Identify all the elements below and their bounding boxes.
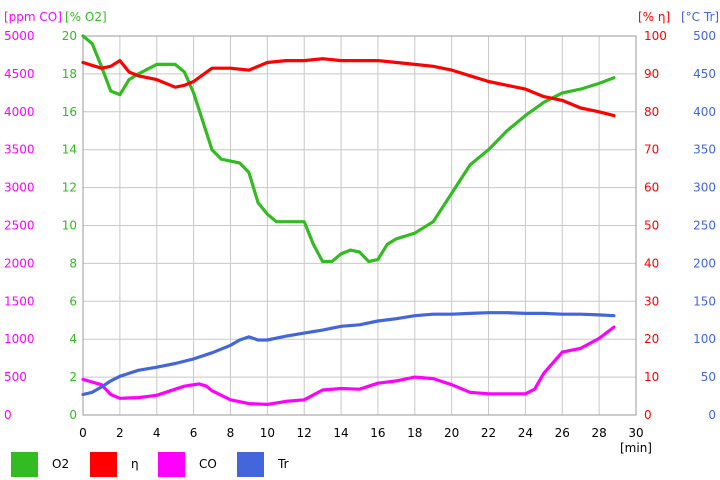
y-axis-eta: 0 10 20 30 40 50 60 70 80 90 100 [% η] [638, 10, 670, 422]
y-tick-label-o2: 16 [62, 105, 77, 119]
y-tick-label-co: 1000 [4, 332, 35, 346]
y-axis-co: 0 500 1000 1500 2000 2500 3000 3500 4000 4500 5000… [4, 10, 62, 422]
y-tick-label-tr: 400 [693, 105, 716, 119]
y-tick-label-co: 2000 [4, 256, 35, 270]
plot-frame [82, 35, 637, 416]
legend-item-o2: O2 [11, 451, 69, 477]
x-tick-label: 4 [153, 426, 161, 440]
x-tick-label: 24 [518, 426, 533, 440]
y-axis-title-o2: [% O2] [65, 10, 107, 24]
y-tick-label-eta: 70 [644, 143, 659, 157]
y-tick-label-co: 3000 [4, 181, 35, 195]
y-tick-label-o2: 4 [69, 332, 77, 346]
x-tick-label: 28 [591, 426, 606, 440]
y-tick-label-o2: 20 [62, 29, 77, 43]
y-axis-tr: 0 50 100 150 200 250 300 350 400 450 500 [°C Tr] [681, 10, 719, 422]
y-tick-label-tr: 50 [701, 370, 716, 384]
x-tick-label: 22 [481, 426, 496, 440]
y-tick-label-tr: 100 [693, 332, 716, 346]
y-tick-label-eta: 20 [644, 332, 659, 346]
x-axis-label: [min] [620, 441, 652, 455]
y-tick-label-co: 1500 [4, 294, 35, 308]
y-tick-label-tr: 450 [693, 67, 716, 81]
x-tick-label: 12 [297, 426, 312, 440]
legend-label-co: CO [199, 457, 217, 471]
y-tick-label-co: 2500 [4, 219, 35, 233]
y-tick-label-co: 500 [4, 370, 27, 384]
x-tick-label: 8 [227, 426, 235, 440]
legend-item-co: CO [158, 451, 217, 477]
legend-swatch-eta [90, 451, 117, 477]
series-lines [81, 34, 616, 406]
y-tick-label-o2: 6 [69, 294, 77, 308]
y-tick-label-o2: 10 [62, 219, 77, 233]
y-tick-label-tr: 500 [693, 29, 716, 43]
y-tick-label-eta: 40 [644, 256, 659, 270]
x-tick-label: 26 [555, 426, 570, 440]
y-tick-label-o2: 14 [62, 143, 77, 157]
y-tick-label-o2: 18 [62, 67, 77, 81]
y-tick-label-eta: 90 [644, 67, 659, 81]
y-tick-label-eta: 60 [644, 181, 659, 195]
y-tick-label-o2: 0 [69, 408, 77, 422]
y-tick-label-eta: 0 [644, 408, 652, 422]
y-axis-title-eta: [% η] [638, 10, 670, 24]
y-tick-label-co: 0 [4, 408, 12, 422]
legend-label-o2: O2 [52, 457, 70, 471]
series-line-eta [81, 57, 616, 118]
y-tick-label-eta: 10 [644, 370, 659, 384]
y-tick-label-eta: 80 [644, 105, 659, 119]
y-tick-label-o2: 2 [69, 370, 77, 384]
x-tick-label: 16 [370, 426, 385, 440]
legend-swatch-co [158, 451, 185, 477]
y-tick-label-co: 4500 [4, 67, 35, 81]
y-tick-label-tr: 150 [693, 294, 716, 308]
y-tick-label-tr: 300 [693, 181, 716, 195]
x-tick-label: 0 [79, 426, 87, 440]
x-tick-label: 20 [444, 426, 459, 440]
y-tick-label-co: 4000 [4, 105, 35, 119]
x-tick-label: 14 [333, 426, 348, 440]
y-tick-label-o2: 12 [62, 181, 77, 195]
legend-swatch-o2 [11, 451, 38, 477]
legend-item-tr: Tr [237, 451, 289, 477]
x-tick-label: 2 [116, 426, 124, 440]
legend-swatch-tr [237, 451, 264, 477]
y-tick-label-o2: 8 [69, 256, 77, 270]
x-tick-label: 18 [407, 426, 422, 440]
y-tick-label-tr: 350 [693, 143, 716, 157]
legend-label-eta: η [131, 457, 139, 471]
y-axis-title-co: [ppm CO] [4, 10, 62, 24]
legend-label-tr: Tr [278, 457, 289, 471]
x-axis: 0 2 4 6 8 10 12 14 16 18 20 22 24 26 28 30 [79, 426, 643, 440]
y-axes: 0500100015002000250030003500400045005000… [4, 10, 719, 422]
y-tick-label-eta: 100 [644, 29, 667, 43]
series-line-co [81, 325, 616, 406]
x-tick-label: 10 [260, 426, 275, 440]
legend-item-eta: η [90, 451, 139, 477]
series-line-o2 [81, 34, 616, 264]
y-tick-label-co: 5000 [4, 29, 35, 43]
x-tick-label: 30 [628, 426, 643, 440]
y-tick-label-eta: 30 [644, 294, 659, 308]
y-tick-label-co: 3500 [4, 143, 35, 157]
y-tick-label-tr: 250 [693, 219, 716, 233]
y-axis-title-tr: [°C Tr] [681, 10, 719, 24]
y-tick-label-eta: 50 [644, 219, 659, 233]
series-line-tr [81, 311, 616, 397]
y-tick-label-tr: 0 [708, 408, 716, 422]
y-tick-label-tr: 200 [693, 256, 716, 270]
x-tick-label: 6 [190, 426, 198, 440]
y-axis-o2: 0 2 4 6 8 10 12 14 16 18 20 [% O2] [62, 10, 107, 422]
